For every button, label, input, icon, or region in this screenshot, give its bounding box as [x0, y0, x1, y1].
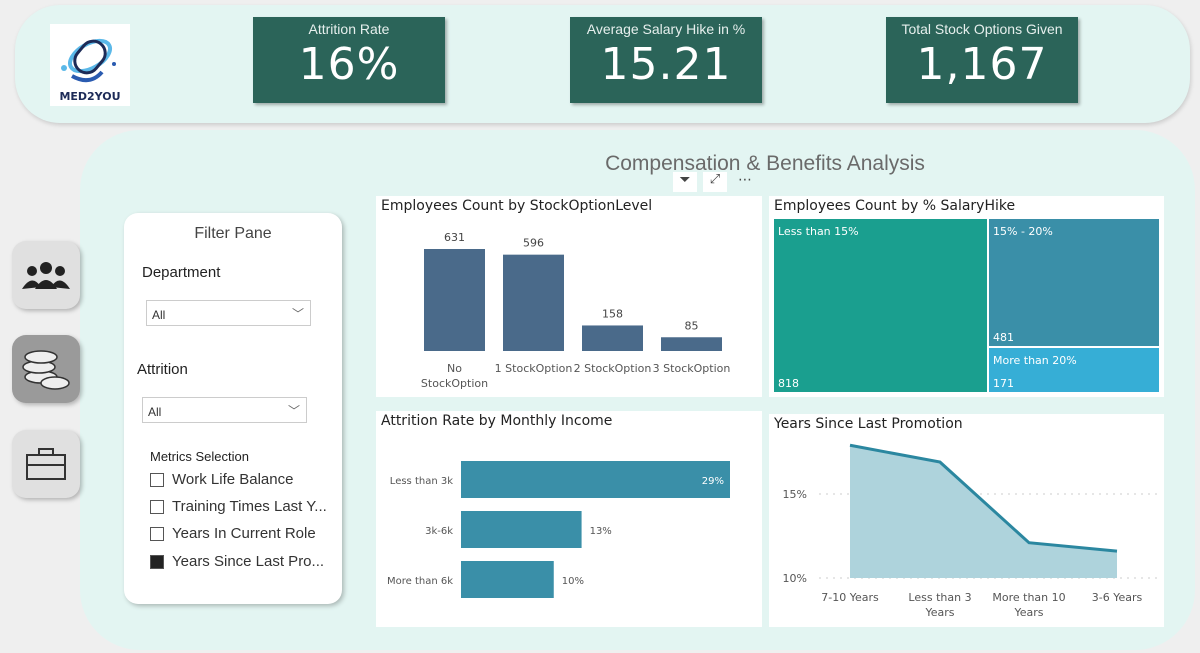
area-line [849, 443, 1118, 553]
data-label: 10% [562, 576, 584, 587]
tick-label: No [447, 362, 462, 375]
kpi-total-stock-options: Total Stock Options Given 1,167 [886, 17, 1078, 103]
chart-title: Attrition Rate by Monthly Income [381, 413, 613, 429]
attrition-dropdown[interactable]: All ﹀ [142, 397, 307, 423]
chart-title: Years Since Last Promotion [774, 416, 963, 432]
salary-hike-treemap: Employees Count by % SalaryHike Less tha… [769, 196, 1164, 397]
chevron-down-icon: ﹀ [291, 307, 304, 321]
tile-value: 818 [778, 377, 799, 390]
filter-pane-title: Filter Pane [194, 225, 272, 242]
data-label: 158 [602, 307, 623, 320]
metric-checkbox[interactable]: Work Life Balance [150, 471, 293, 488]
tick-label: 3 StockOption [653, 362, 731, 375]
monthly-income-chart: Attrition Rate by Monthly Income Less th… [376, 411, 762, 627]
bar [424, 249, 485, 351]
chart-title: Employees Count by StockOptionLevel [381, 198, 653, 214]
y-tick-label: 10% [783, 572, 807, 585]
area-fill [850, 445, 1117, 578]
chevron-down-icon: ﹀ [287, 404, 300, 418]
metric-checkbox[interactable]: Years Since Last Pro... [150, 553, 324, 570]
x-tick-label: Less than 3 [908, 591, 971, 604]
tick-label: StockOption [421, 377, 488, 390]
bar [661, 337, 722, 351]
treemap-tile [989, 348, 1159, 392]
nav-button-jobs[interactable] [12, 430, 80, 498]
treemap-tile [989, 219, 1159, 346]
bar [461, 511, 582, 548]
more-options-icon[interactable]: ⋯ [738, 172, 752, 188]
x-tick-label: Years [1013, 606, 1043, 619]
data-label: 85 [685, 319, 699, 332]
tile-value: 171 [993, 377, 1014, 390]
x-tick-label: 3-6 Years [1092, 591, 1143, 604]
tile-label: Less than 15% [778, 225, 859, 238]
kpi-attrition-rate: Attrition Rate 16% [253, 17, 445, 103]
tick-label: 3k-6k [425, 526, 453, 537]
metrics-selection-label: Metrics Selection [150, 449, 249, 464]
bar [582, 325, 643, 351]
tile-label: 15% - 20% [993, 225, 1053, 238]
page-title: Compensation & Benefits Analysis [605, 152, 925, 175]
y-tick-label: 15% [783, 488, 807, 501]
data-label: 596 [523, 237, 544, 250]
promotion-area-chart: Years Since Last Promotion 15% 10% 7-10 Ye… [769, 414, 1164, 627]
bar [461, 561, 554, 598]
x-tick-label: Years [924, 606, 954, 619]
x-tick-label: More than 10 [992, 591, 1065, 604]
nav-button-employees[interactable] [12, 241, 80, 309]
metric-checkbox[interactable]: Years In Current Role [150, 525, 316, 542]
tick-label: 1 StockOption [495, 362, 573, 375]
logo: MED2YOU [50, 24, 130, 106]
people-icon [22, 262, 70, 289]
visual-header: ⏷ ⤢ ⋯ [673, 172, 757, 192]
data-label: 13% [590, 526, 612, 537]
tile-label: More than 20% [993, 354, 1077, 367]
kpi-average-salary-hike: Average Salary Hike in % 15.21 [570, 17, 762, 103]
data-label: 631 [444, 231, 465, 244]
department-dropdown[interactable]: All ﹀ [146, 300, 311, 326]
attrition-label: Attrition [137, 361, 188, 378]
focus-mode-icon[interactable]: ⤢ [703, 172, 727, 192]
treemap-tile [774, 219, 987, 392]
logo-text: MED2YOU [59, 90, 121, 103]
filter-pane: Filter Pane Department All ﹀ Attrition Al… [124, 213, 342, 604]
metric-checkbox[interactable]: Training Times Last Y... [150, 498, 327, 515]
nav-button-compensation[interactable] [12, 335, 80, 403]
department-label: Department [142, 264, 221, 281]
x-tick-label: 7-10 Years [821, 591, 879, 604]
tick-label: 2 StockOption [574, 362, 652, 375]
briefcase-icon [26, 448, 66, 480]
chart-title: Employees Count by % SalaryHike [774, 198, 1016, 214]
filter-icon[interactable]: ⏷ [673, 172, 697, 192]
logo-icon [61, 38, 116, 83]
tile-value: 481 [993, 331, 1014, 344]
stock-option-chart: Employees Count by StockOptionLevel 631 N… [376, 196, 762, 397]
tick-label: More than 6k [387, 576, 453, 587]
bar [461, 461, 730, 498]
bar [503, 254, 564, 351]
coins-icon [22, 350, 70, 390]
data-label: 29% [702, 476, 724, 487]
tick-label: Less than 3k [390, 476, 453, 487]
